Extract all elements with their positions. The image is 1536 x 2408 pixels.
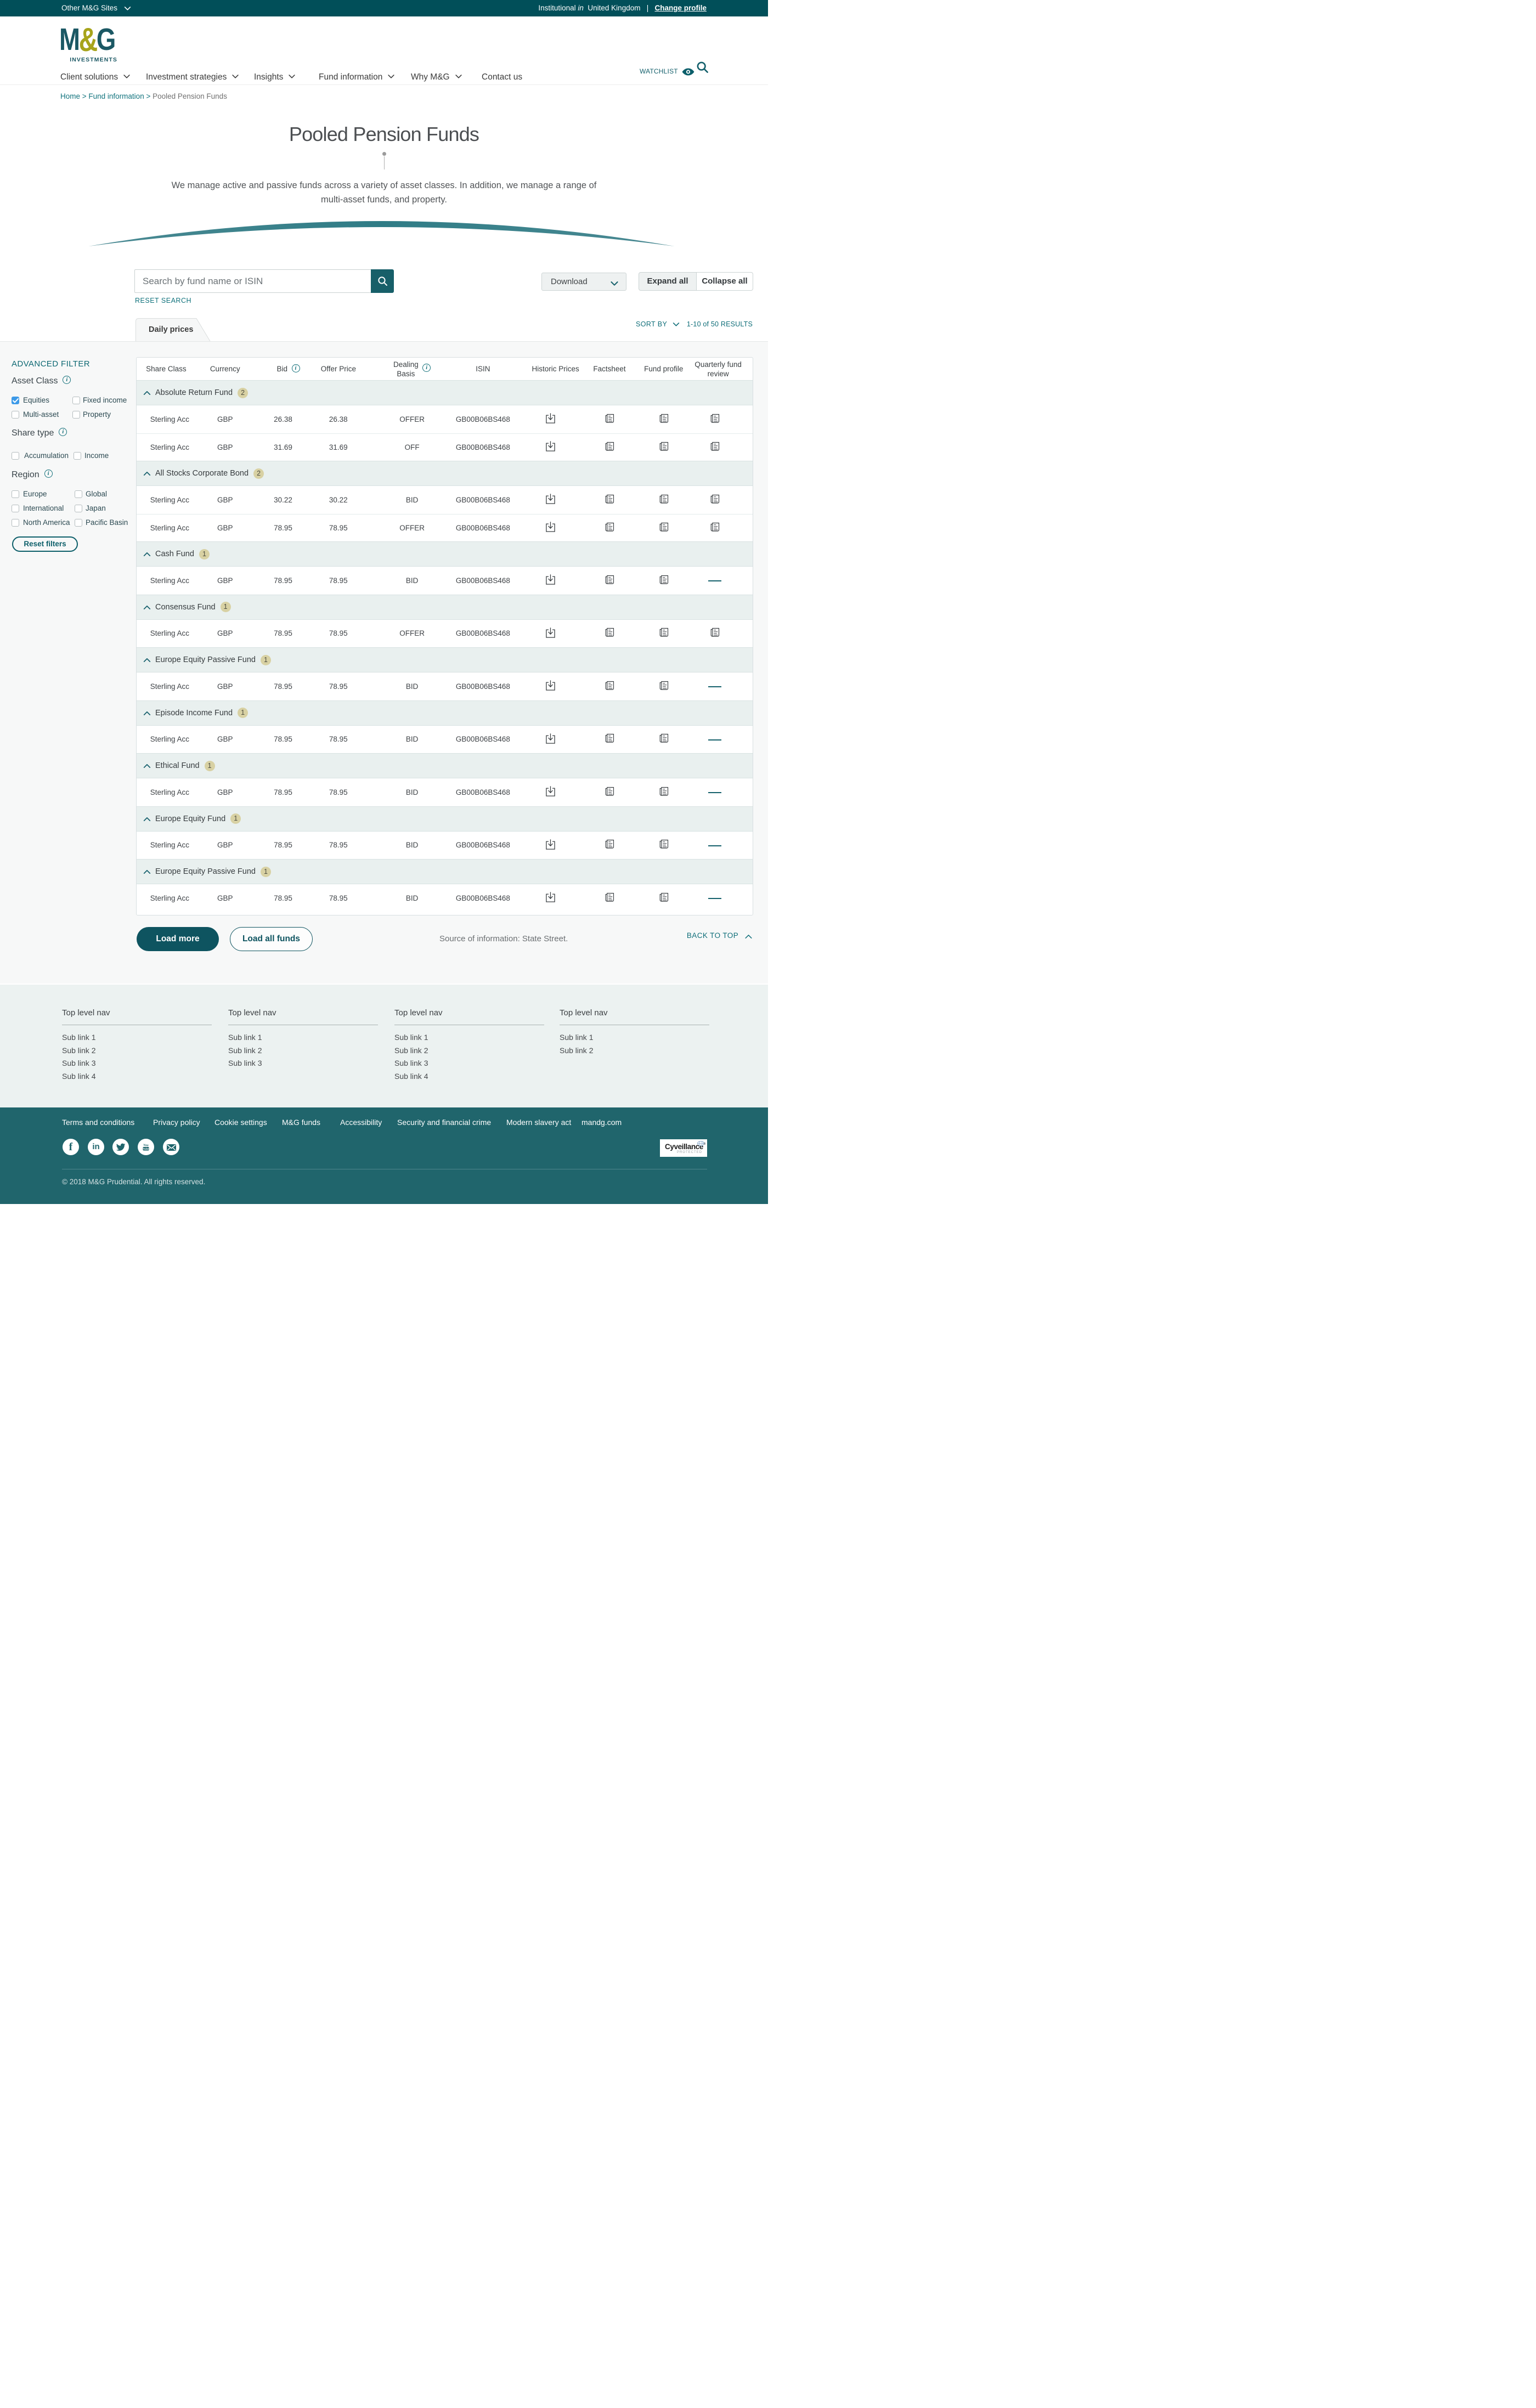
svg-text:You: You [143,1144,148,1148]
svg-text:Tube: Tube [143,1148,149,1150]
